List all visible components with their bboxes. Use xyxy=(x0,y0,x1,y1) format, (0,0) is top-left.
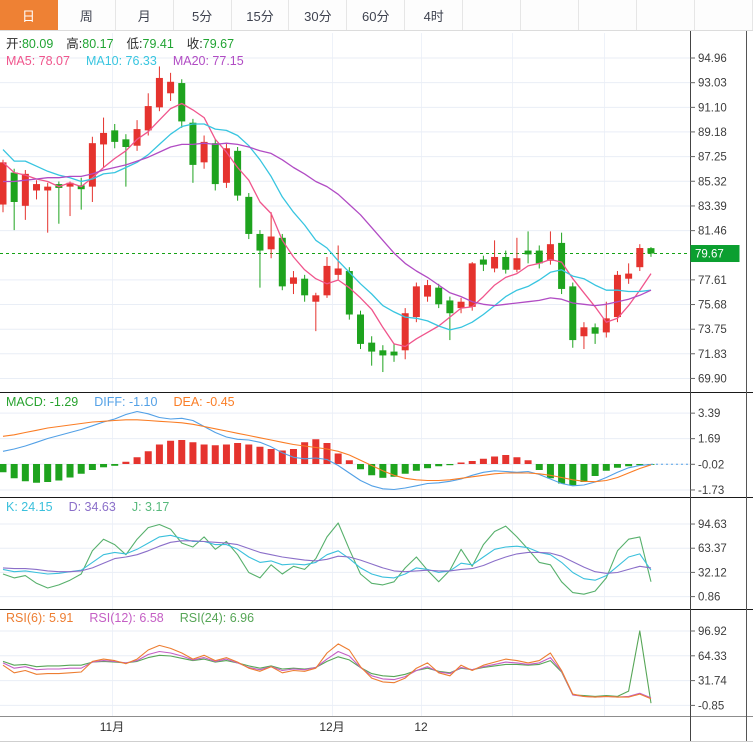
svg-text:75.68: 75.68 xyxy=(698,300,727,312)
timeframe-tabbar: 日周月 5分 15分 30分 60分 4时 xyxy=(0,0,753,31)
current-price-label: 79.67 xyxy=(695,249,724,261)
ma-legend-item: MA5: 78.07 xyxy=(6,54,70,68)
svg-text:85.32: 85.32 xyxy=(698,176,727,188)
ohlc-label: 收: xyxy=(186,37,203,51)
svg-text:77.61: 77.61 xyxy=(698,275,727,287)
svg-text:-0.85: -0.85 xyxy=(698,700,724,712)
rsi-legend-item: RSI(12): 6.58 xyxy=(89,611,164,625)
svg-text:73.75: 73.75 xyxy=(698,324,727,336)
svg-text:81.46: 81.46 xyxy=(698,226,727,238)
rsi-legend-item: RSI(6): 5.91 xyxy=(6,611,74,625)
tab-timeframe-6[interactable]: 60分 xyxy=(347,0,406,30)
svg-text:-0.02: -0.02 xyxy=(698,459,724,471)
svg-text:69.90: 69.90 xyxy=(698,373,727,385)
svg-text:71.83: 71.83 xyxy=(698,349,727,361)
tab-timeframe-7[interactable]: 4时 xyxy=(405,0,464,30)
svg-text:96.92: 96.92 xyxy=(698,626,727,638)
rsi-legend-item: RSI(24): 6.96 xyxy=(179,611,255,625)
kdj-legend-item: D: 34.63 xyxy=(68,500,116,514)
macd-legend-item: MACD: -1.29 xyxy=(6,395,79,409)
x-axis-label: 12 xyxy=(414,720,428,734)
svg-text:89.18: 89.18 xyxy=(698,127,727,139)
macd-legend-item: DEA: -0.45 xyxy=(173,395,235,409)
tab-timeframe-2[interactable]: 月 xyxy=(115,0,174,30)
tab-timeframe-1[interactable]: 周 xyxy=(57,0,116,30)
svg-text:83.39: 83.39 xyxy=(698,201,727,213)
ma-legend-item: MA20: 77.15 xyxy=(172,54,244,68)
ohlc-label: 高: xyxy=(66,37,83,51)
kdj-legend-item: J: 3.17 xyxy=(131,500,170,514)
svg-text:63.37: 63.37 xyxy=(698,543,727,555)
x-axis-label: 12月 xyxy=(319,720,344,734)
tab-timeframe-4[interactable]: 15分 xyxy=(231,0,290,30)
ohlc-value: 80.09 xyxy=(21,37,54,51)
tab-filler xyxy=(463,0,522,30)
ohlc-value: 79.41 xyxy=(142,37,174,51)
kdj-legend: K: 24.15 D: 34.63 J: 3.17 xyxy=(6,500,185,515)
ma-legend-item: MA10: 76.33 xyxy=(85,54,157,68)
svg-text:64.33: 64.33 xyxy=(698,651,727,663)
ohlc-value: 80.17 xyxy=(82,37,114,51)
svg-text:1.69: 1.69 xyxy=(698,434,720,446)
svg-text:0.86: 0.86 xyxy=(698,592,720,604)
macd-legend-item: DIFF: -1.10 xyxy=(94,395,158,409)
svg-text:3.39: 3.39 xyxy=(698,408,720,420)
rsi-legend: RSI(6): 5.91 RSI(12): 6.58 RSI(24): 6.96 xyxy=(6,611,270,626)
tab-filler xyxy=(694,0,753,30)
svg-text:94.63: 94.63 xyxy=(698,519,727,531)
tab-filler xyxy=(578,0,637,30)
svg-text:94.96: 94.96 xyxy=(698,53,727,65)
tab-timeframe-0[interactable]: 日 xyxy=(0,0,58,30)
ohlc-value: 79.67 xyxy=(202,37,235,51)
svg-text:91.10: 91.10 xyxy=(698,102,727,114)
svg-text:31.74: 31.74 xyxy=(698,676,727,688)
x-axis-label: 11月 xyxy=(100,720,124,734)
svg-text:-1.73: -1.73 xyxy=(698,485,724,497)
svg-text:93.03: 93.03 xyxy=(698,78,727,90)
kdj-legend-item: K: 24.15 xyxy=(6,500,53,514)
tab-timeframe-5[interactable]: 30分 xyxy=(289,0,348,30)
tab-timeframe-3[interactable]: 5分 xyxy=(173,0,232,30)
tab-filler xyxy=(521,0,579,30)
svg-text:87.25: 87.25 xyxy=(698,152,727,164)
ma-legend: MA5: 78.07 MA10: 76.33 MA20: 77.15 xyxy=(6,54,260,69)
tab-filler xyxy=(636,0,695,30)
ohlc-legend: 开:80.09 高:80.17 低:79.41 收:79.67 xyxy=(6,37,247,52)
ohlc-label: 低: xyxy=(126,37,143,51)
ohlc-label: 开: xyxy=(6,37,22,51)
macd-legend: MACD: -1.29 DIFF: -1.10 DEA: -0.45 xyxy=(6,395,251,410)
svg-text:32.12: 32.12 xyxy=(698,567,727,579)
